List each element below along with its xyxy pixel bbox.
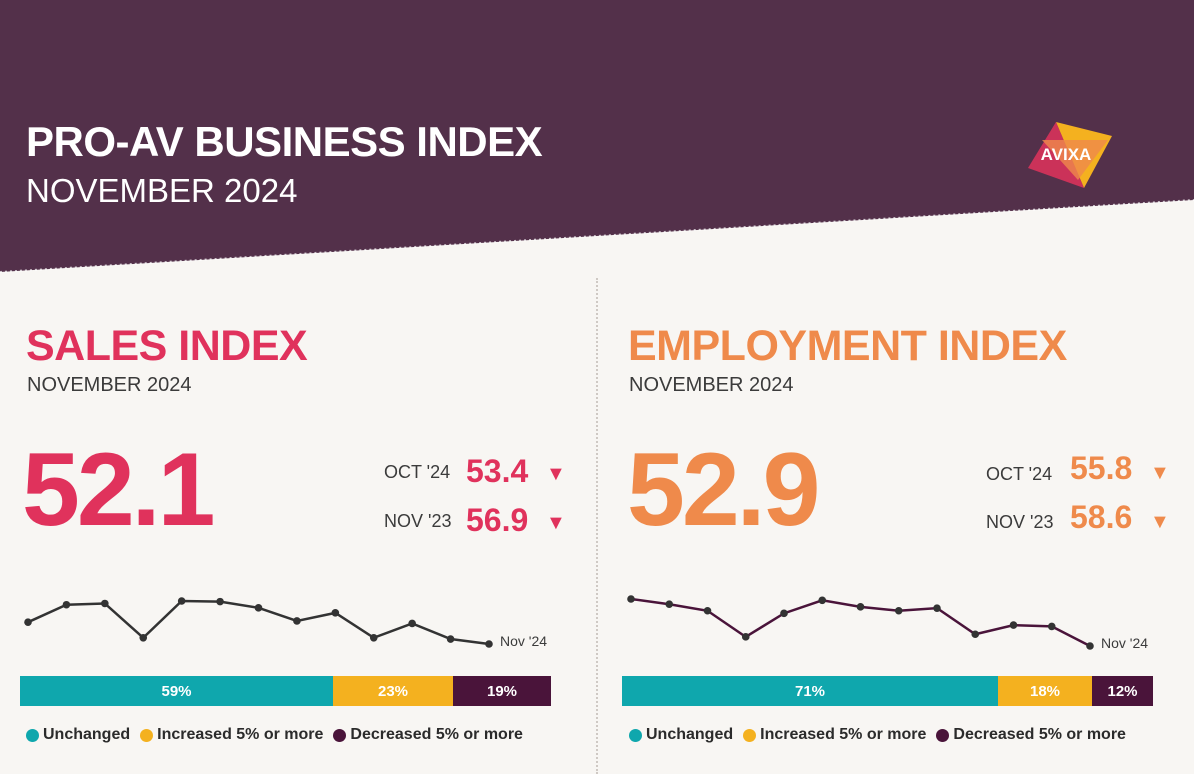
trend-point xyxy=(971,630,980,639)
legend-label: Unchanged xyxy=(43,726,131,743)
employment-trend-end-label: Nov '24 xyxy=(1101,635,1148,651)
legend-label: Decreased 5% or more xyxy=(350,726,523,743)
logo-text: AVIXA xyxy=(1041,145,1092,164)
sales-panel: SALES INDEX NOVEMBER 2024 52.1 OCT '24 5… xyxy=(20,322,566,744)
panel-divider xyxy=(596,278,598,774)
sales-index-value: 52.1 xyxy=(22,432,215,548)
legend-item-increased: Increased 5% or more xyxy=(743,726,926,744)
employment-decreased-segment: 12% xyxy=(1092,676,1153,706)
trend-point xyxy=(216,597,224,606)
trend-point xyxy=(933,604,941,612)
trend-point xyxy=(369,633,378,642)
sales-legend: Unchanged Increased 5% or more Decreased… xyxy=(26,726,533,744)
trend-point xyxy=(24,618,32,626)
sales-prev-month-value: 53.4 xyxy=(466,453,529,489)
header-band xyxy=(0,0,1194,273)
legend-item-decreased: Decreased 5% or more xyxy=(936,726,1126,744)
down-arrow-icon: ▼ xyxy=(1150,511,1170,533)
trend-point xyxy=(1047,622,1056,631)
trend-point xyxy=(139,633,148,642)
legend-item-decreased: Decreased 5% or more xyxy=(333,726,523,744)
trend-point xyxy=(627,595,635,603)
trend-point xyxy=(485,640,493,648)
legend-item-unchanged: Unchanged xyxy=(26,726,130,744)
legend-item-increased: Increased 5% or more xyxy=(140,726,323,744)
sales-trend-end-label: Nov '24 xyxy=(500,633,547,649)
down-arrow-icon: ▼ xyxy=(1150,462,1170,484)
page-subtitle: NOVEMBER 2024 xyxy=(26,172,298,209)
page-title: PRO-AV BUSINESS INDEX xyxy=(26,118,543,165)
sales-breakdown-bar: 59% 23% 19% xyxy=(20,676,551,706)
trend-point xyxy=(665,600,674,609)
legend-item-unchanged: Unchanged xyxy=(629,726,733,744)
yellow-dot-icon xyxy=(743,728,757,742)
yellow-dot-icon xyxy=(140,728,154,742)
employment-prev-year-label: NOV '23 xyxy=(986,512,1054,532)
trend-point xyxy=(1086,642,1094,650)
employment-prev-month-value: 55.8 xyxy=(1070,450,1133,486)
sales-prev-year-label: NOV '23 xyxy=(384,511,452,531)
trend-point xyxy=(177,597,186,605)
trend-point xyxy=(856,603,865,611)
trend-point xyxy=(894,606,903,615)
avixa-logo: AVIXA xyxy=(1028,122,1112,188)
employment-trend-sparkline: Nov '24 xyxy=(627,595,1148,651)
sales-index-title: SALES INDEX xyxy=(26,322,308,370)
trend-point xyxy=(331,609,340,617)
sales-increased-segment: 23% xyxy=(333,676,453,706)
teal-dot-icon xyxy=(629,728,642,742)
purple-dot-icon xyxy=(333,728,347,742)
purple-dot-icon xyxy=(936,728,950,742)
employment-prev-month-label: OCT '24 xyxy=(986,464,1053,484)
employment-prev-year-value: 58.6 xyxy=(1070,499,1133,535)
trend-point xyxy=(446,635,455,643)
trend-point xyxy=(780,609,788,618)
employment-index-value: 52.9 xyxy=(627,432,820,548)
legend-label: Unchanged xyxy=(646,726,734,743)
sales-prev-month-label: OCT '24 xyxy=(384,462,451,482)
teal-dot-icon xyxy=(26,728,39,742)
employment-index-month: NOVEMBER 2024 xyxy=(629,374,794,396)
trend-point xyxy=(408,619,416,628)
employment-increased-segment: 18% xyxy=(998,676,1092,706)
employment-unchanged-segment: 71% xyxy=(622,676,998,706)
sales-trend-sparkline: Nov '24 xyxy=(24,597,547,649)
down-arrow-icon: ▼ xyxy=(546,512,566,534)
employment-index-title: EMPLOYMENT INDEX xyxy=(628,322,1067,370)
legend-label: Increased 5% or more xyxy=(157,726,324,743)
trend-point xyxy=(818,596,827,605)
sales-decreased-segment: 19% xyxy=(453,676,551,706)
down-arrow-icon: ▼ xyxy=(546,463,566,485)
employment-panel: EMPLOYMENT INDEX NOVEMBER 2024 52.9 OCT … xyxy=(597,0,1194,774)
legend-label: Decreased 5% or more xyxy=(953,726,1126,743)
trend-point xyxy=(101,599,109,608)
sales-unchanged-segment: 59% xyxy=(20,676,333,706)
trend-point xyxy=(703,606,712,615)
sales-index-month: NOVEMBER 2024 xyxy=(27,374,192,396)
employment-breakdown-bar: 71% 18% 12% xyxy=(622,676,1153,706)
sales-prev-year-value: 56.9 xyxy=(466,502,529,538)
trend-point xyxy=(741,633,750,641)
employment-legend: Unchanged Increased 5% or more Decreased… xyxy=(629,726,1136,744)
trend-point xyxy=(293,617,301,625)
trend-point xyxy=(1009,621,1018,629)
trend-point xyxy=(254,604,263,612)
legend-label: Increased 5% or more xyxy=(760,726,927,743)
trend-point xyxy=(62,600,71,609)
